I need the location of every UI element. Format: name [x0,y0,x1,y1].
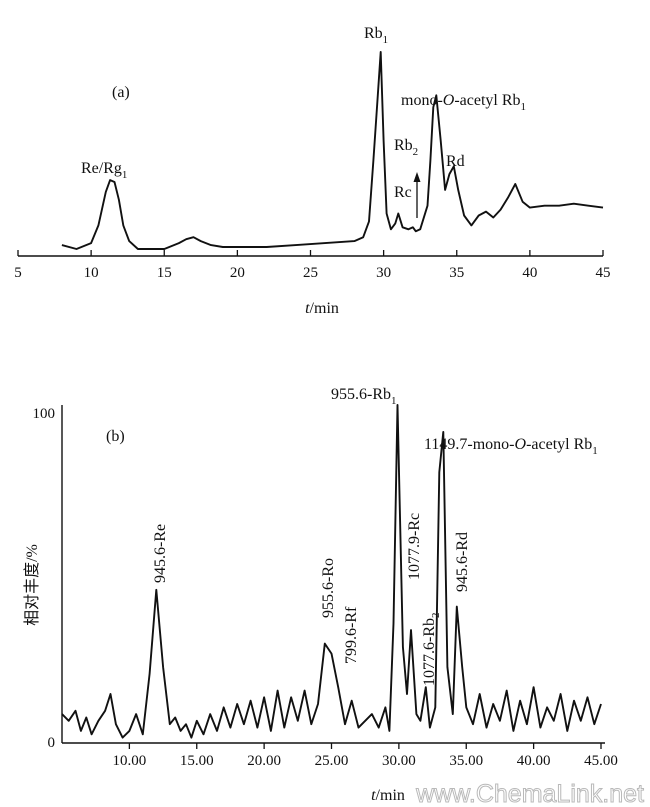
panel-b-x-ticks: 10.00 15.00 20.00 25.00 30.00 35.00 40.00 45.00 [113,743,618,769]
panel-a-x-tick-label: 40 [522,265,537,281]
panel-b-label: (b) [106,428,125,445]
annotation-799-6-rf: 799.6-Rf [343,606,360,664]
panel-b-x-tick-label: 10.00 [113,753,147,769]
panel-a-x-tick-label: 35 [449,265,464,281]
panel-b-y-axis-label: 相对丰度/% [23,544,41,626]
annotation-1077-9-rc: 1077.9-Rc [406,513,423,580]
annotation-rd: Rd [446,153,465,170]
panel-b: (b) 10.00 15.00 20.00 25.00 30.00 35.00 40.00 4… [23,386,618,804]
panel-b-x-tick-label: 25.00 [315,753,349,769]
panel-b-y-tick-0: 0 [48,735,56,751]
panel-b-y-tick-100: 100 [33,406,56,422]
panel-a-x-tick-label: 15 [157,265,172,281]
panel-a-x-ticks: 5 10 15 20 25 30 35 40 45 [14,250,611,281]
panel-b-x-tick-label: 30.00 [382,753,416,769]
watermark-text: www.ChemaLink.net [415,780,644,807]
annotation-1077-6-rb2: 1077.6-Rb2 [421,613,442,687]
annotation-rc: Rc [394,184,412,201]
annotation-re-rg1: Re/Rg1 [81,160,127,181]
rb2-arrow [413,172,421,218]
annotation-1149-7-mono-o-acetyl-rb1: 1149.7-mono-O-acetyl Rb1 [424,436,598,457]
panel-a-x-tick-label: 5 [14,265,22,281]
panel-a-x-tick-label: 20 [230,265,245,281]
panel-a-x-tick-label: 45 [596,265,611,281]
annotation-rb2: Rb2 [394,137,418,158]
panel-a-label: (a) [112,84,130,101]
annotation-mono-o-acetyl-rb1: mono-O-acetyl Rb1 [401,92,526,113]
panel-b-x-tick-label: 45.00 [584,753,618,769]
panel-a-series-line [61,51,604,250]
panel-b-series-line [61,404,602,739]
panel-a: (a) 5 10 15 20 25 30 35 40 45 t/min Re/Rg1 Rb1 m… [14,25,610,317]
panel-b-x-tick-label: 20.00 [247,753,281,769]
panel-a-x-tick-label: 10 [84,265,99,281]
panel-a-x-axis-label: t/min [305,300,339,317]
annotation-955-6-ro: 955.6-Ro [320,558,337,618]
panel-b-x-tick-label: 35.00 [449,753,483,769]
panel-b-x-tick-label: 40.00 [517,753,551,769]
annotation-945-6-re: 945.6-Re [152,524,169,583]
annotation-945-6-rd: 945.6-Rd [454,532,471,592]
panel-a-x-tick-label: 25 [303,265,318,281]
panel-a-x-tick-label: 30 [376,265,391,281]
panel-b-x-axis-label: t/min [371,787,405,804]
annotation-rb1: Rb1 [364,25,388,46]
panel-b-x-tick-label: 15.00 [180,753,214,769]
annotation-955-6-rb1: 955.6-Rb1 [331,386,397,407]
